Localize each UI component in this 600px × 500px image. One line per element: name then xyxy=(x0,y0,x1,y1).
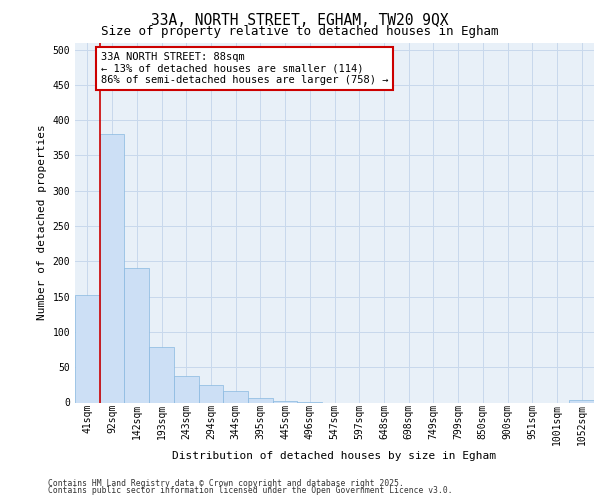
Bar xyxy=(223,391,248,402)
Bar xyxy=(248,398,273,402)
Bar xyxy=(174,376,199,402)
Text: 33A NORTH STREET: 88sqm
← 13% of detached houses are smaller (114)
86% of semi-d: 33A NORTH STREET: 88sqm ← 13% of detache… xyxy=(101,52,388,85)
Bar xyxy=(199,385,223,402)
Text: 33A, NORTH STREET, EGHAM, TW20 9QX: 33A, NORTH STREET, EGHAM, TW20 9QX xyxy=(151,13,449,28)
Bar xyxy=(75,295,100,403)
Bar xyxy=(100,134,124,402)
Bar xyxy=(124,268,149,402)
Text: Contains HM Land Registry data © Crown copyright and database right 2025.: Contains HM Land Registry data © Crown c… xyxy=(48,478,404,488)
Text: Size of property relative to detached houses in Egham: Size of property relative to detached ho… xyxy=(101,25,499,38)
X-axis label: Distribution of detached houses by size in Egham: Distribution of detached houses by size … xyxy=(173,450,497,460)
Y-axis label: Number of detached properties: Number of detached properties xyxy=(37,124,47,320)
Text: Contains public sector information licensed under the Open Government Licence v3: Contains public sector information licen… xyxy=(48,486,452,495)
Bar xyxy=(569,400,594,402)
Bar xyxy=(273,401,298,402)
Bar xyxy=(149,348,174,403)
